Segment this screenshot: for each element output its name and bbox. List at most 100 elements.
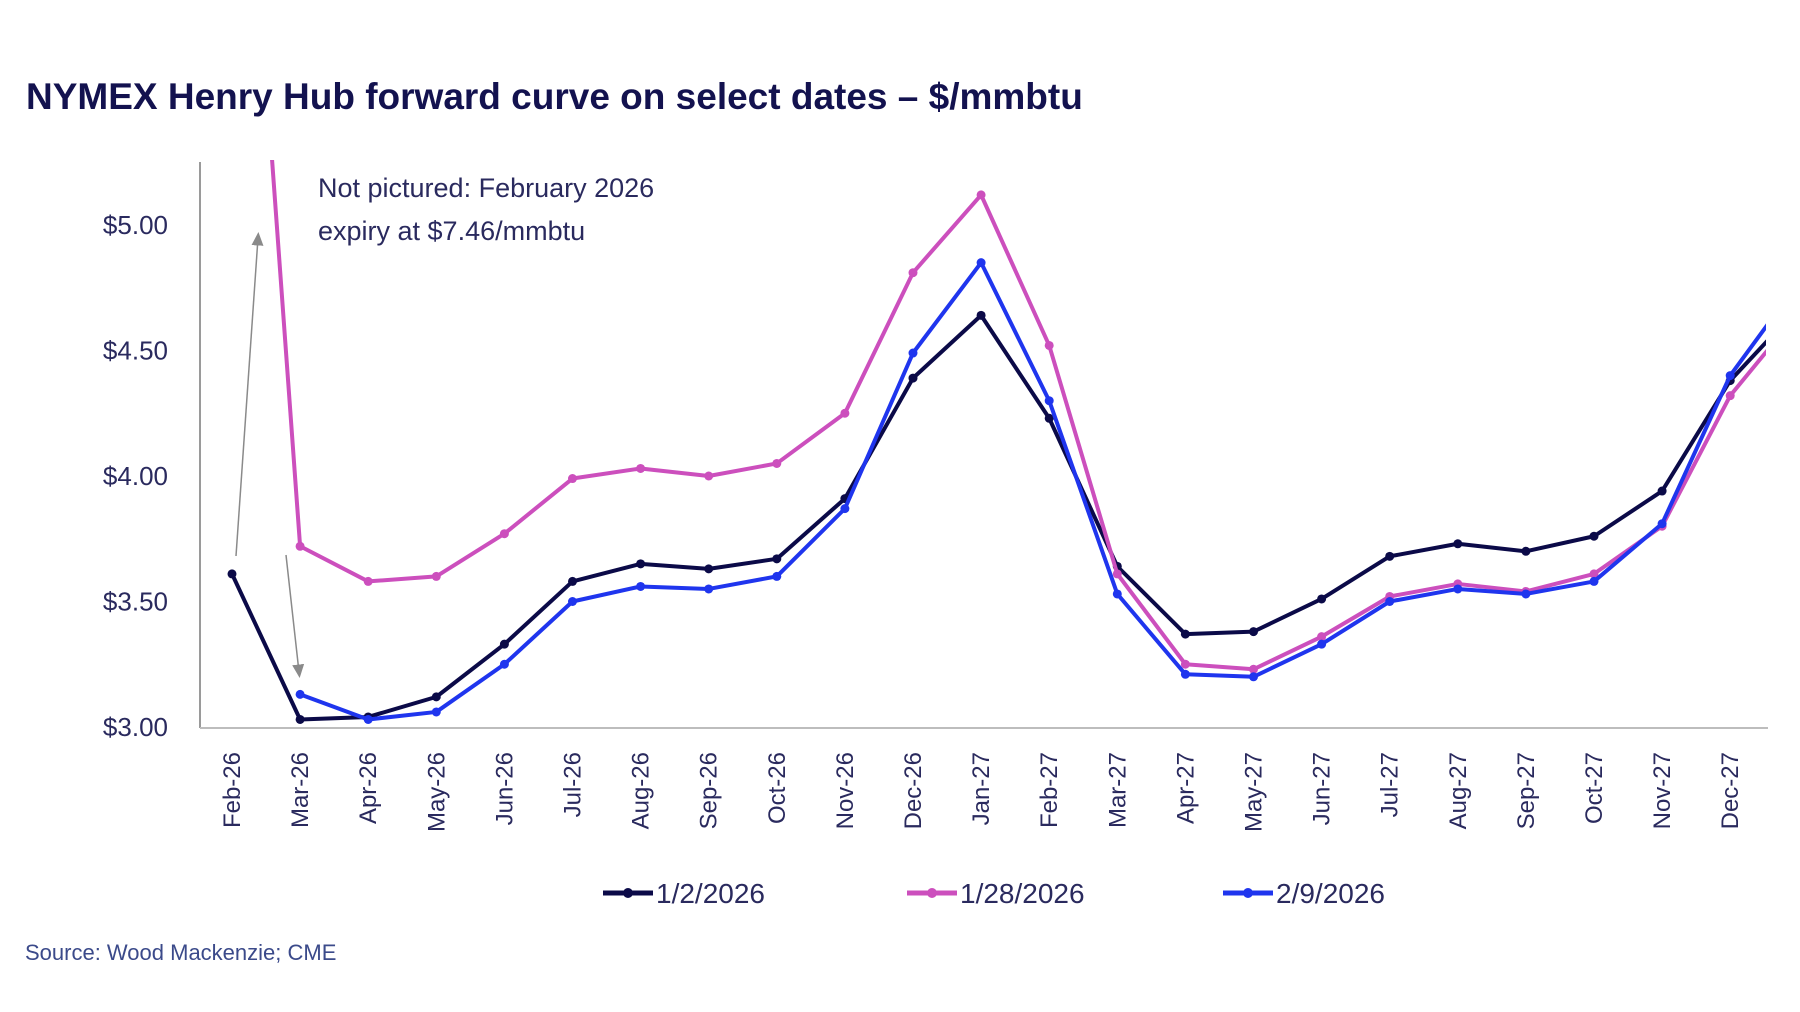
x-tick-label: Mar-27 [1104, 752, 1131, 828]
legend-label: 2/9/2026 [1276, 878, 1385, 909]
x-tick-label: Jun-26 [491, 752, 518, 825]
data-point [976, 258, 986, 268]
x-tick-label: Sep-26 [696, 752, 723, 829]
data-point [1521, 589, 1531, 599]
x-tick-label: Apr-26 [355, 752, 382, 824]
data-point [1589, 569, 1599, 579]
data-point [1453, 584, 1463, 594]
data-point [704, 564, 714, 574]
data-point [431, 692, 441, 702]
data-point [1180, 669, 1190, 679]
data-point [1657, 486, 1667, 496]
data-point [1044, 413, 1054, 423]
data-point [976, 310, 986, 320]
data-point [1180, 629, 1190, 639]
data-point [1385, 551, 1395, 561]
data-point [840, 504, 850, 514]
series-line [270, 160, 1766, 672]
data-point [499, 639, 509, 649]
x-tick-label: Nov-27 [1649, 752, 1676, 829]
legend-marker [623, 888, 633, 898]
y-tick-label: $5.00 [103, 210, 168, 240]
annotation-arrow-up [235, 232, 264, 557]
data-point [1112, 569, 1122, 579]
series-2-9-2026 [295, 258, 1766, 724]
x-tick-label: Oct-27 [1581, 752, 1608, 824]
data-point [1317, 632, 1327, 642]
annotation-arrow-down [285, 554, 305, 678]
data-point [636, 463, 646, 473]
x-tick-label: Aug-26 [628, 752, 655, 829]
legend-item: 1/2/2026 [603, 878, 765, 909]
x-tick-label: Jan-27 [968, 752, 995, 825]
annotation-line-2: expiry at $7.46/mmbtu [318, 216, 585, 246]
data-point [636, 559, 646, 569]
data-point [976, 190, 986, 200]
x-tick-label: Jun-27 [1309, 752, 1336, 825]
data-point [1521, 546, 1531, 556]
data-point [295, 541, 305, 551]
x-tick-label: Feb-26 [219, 752, 246, 828]
y-tick-label: $4.00 [103, 461, 168, 491]
data-point [772, 571, 782, 581]
x-tick-label: Sep-27 [1513, 752, 1540, 829]
data-point [908, 373, 918, 383]
y-tick-label: $3.50 [103, 587, 168, 617]
data-point [636, 581, 646, 591]
data-point [431, 707, 441, 717]
x-tick-label: Mar-26 [287, 752, 314, 828]
legend-label: 1/28/2026 [960, 878, 1085, 909]
data-point [772, 458, 782, 468]
x-tick-label: Feb-27 [1036, 752, 1063, 828]
data-point [499, 529, 509, 539]
data-point [1657, 519, 1667, 529]
x-axis-ticks: Feb-26 Mar-26 Apr-26 May-26 Jun-26 Jul-26 Aug-… [219, 752, 1744, 832]
data-point [295, 689, 305, 699]
chart-title: NYMEX Henry Hub forward curve on select … [26, 76, 1083, 117]
data-point [1249, 664, 1258, 674]
data-point [1589, 531, 1599, 541]
data-point [1044, 396, 1054, 406]
source-note: Source: Wood Mackenzie; CME [25, 940, 336, 965]
data-point [704, 584, 714, 594]
x-tick-label: Dec-27 [1717, 752, 1744, 829]
data-point [908, 268, 918, 278]
data-point [568, 474, 577, 484]
legend-item: 1/28/2026 [907, 878, 1085, 909]
data-point [568, 597, 577, 606]
data-point [772, 554, 782, 564]
data-point [1725, 371, 1735, 381]
legend-marker [927, 888, 937, 898]
legend-item: 2/9/2026 [1223, 878, 1385, 909]
legend-marker [1243, 888, 1253, 898]
data-point [431, 571, 441, 581]
y-tick-label: $3.00 [103, 712, 168, 742]
data-point [1044, 340, 1054, 350]
data-point [568, 576, 577, 586]
data-point [295, 714, 305, 724]
x-tick-label: Dec-26 [900, 752, 927, 829]
series-line [299, 260, 1766, 722]
x-tick-label: Oct-26 [764, 752, 791, 824]
x-tick-label: Apr-27 [1172, 752, 1199, 824]
x-tick-label: Nov-26 [832, 752, 859, 829]
data-point [1112, 589, 1122, 599]
x-tick-label: Aug-27 [1445, 752, 1472, 829]
data-point [1385, 597, 1395, 606]
data-point [1317, 594, 1327, 604]
data-point [840, 408, 850, 418]
x-tick-label: May-26 [423, 752, 450, 832]
data-point [1589, 576, 1599, 586]
data-point [1725, 391, 1735, 401]
annotation-line-1: Not pictured: February 2026 [318, 173, 654, 203]
data-point [1453, 539, 1463, 549]
data-point [1180, 659, 1190, 669]
data-point [908, 348, 918, 358]
x-tick-label: May-27 [1241, 752, 1268, 832]
data-point [499, 659, 509, 669]
legend-label: 1/2/2026 [656, 878, 765, 909]
data-point [704, 471, 714, 481]
data-point [1249, 672, 1258, 682]
data-point [363, 576, 373, 586]
